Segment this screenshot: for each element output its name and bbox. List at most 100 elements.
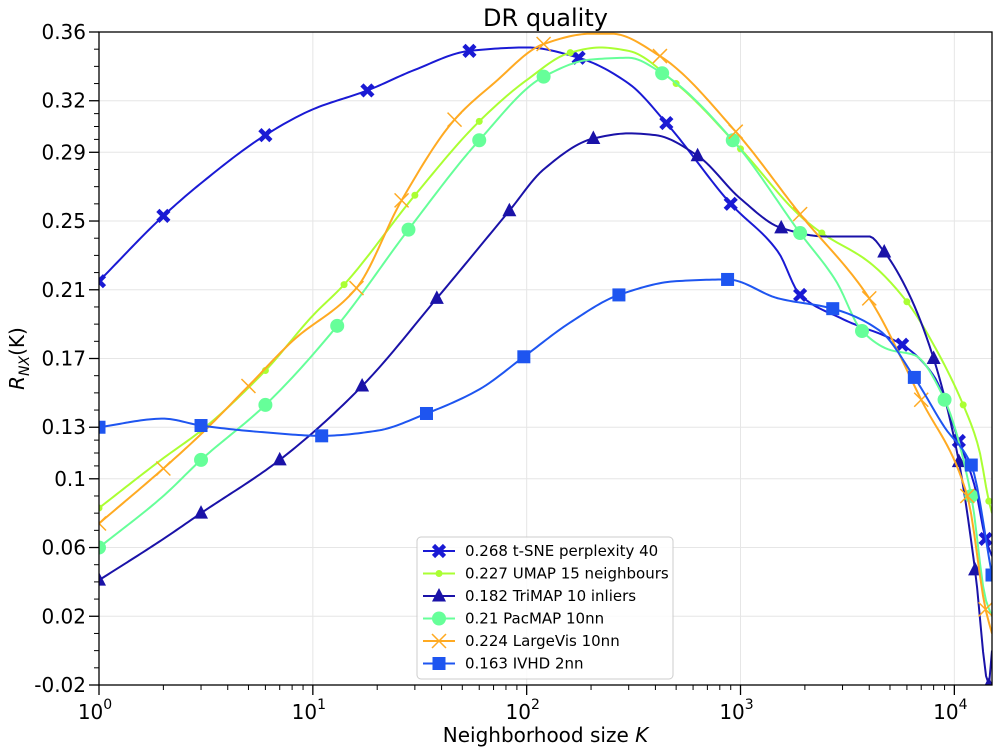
series-marker	[793, 287, 808, 303]
series-marker	[99, 420, 106, 434]
x-axis-label-text: Neighborhood size	[443, 723, 629, 747]
series-marker	[194, 452, 209, 467]
x-axis-label-var: K	[635, 723, 650, 747]
series-marker	[959, 488, 975, 504]
series-marker	[330, 318, 345, 333]
series-marker	[566, 49, 574, 57]
series-marker	[536, 36, 552, 52]
series-marker	[99, 540, 106, 555]
series-line	[99, 46, 992, 557]
y-tick-label: 0.02	[41, 604, 86, 628]
y-axis-label: RNX(K)	[5, 327, 33, 390]
series-marker	[462, 43, 477, 58]
series-marker	[419, 406, 433, 420]
series-marker	[964, 458, 978, 472]
series-marker	[793, 226, 808, 241]
series-marker	[985, 568, 992, 582]
legend-box	[416, 536, 674, 680]
series-marker	[723, 196, 738, 211]
series-marker	[655, 66, 670, 81]
series-marker	[895, 337, 910, 352]
series-marker	[612, 288, 626, 302]
series-marker	[99, 504, 103, 512]
series-marker	[258, 128, 273, 143]
series-5	[99, 272, 992, 582]
y-tick-label: 0.13	[41, 415, 86, 439]
series-marker	[272, 451, 287, 466]
legend-swatch-marker	[432, 657, 446, 670]
x-axis-label: Neighborhood size K	[443, 723, 650, 747]
series-marker	[517, 350, 531, 364]
series-marker	[652, 48, 668, 64]
series-marker	[355, 377, 370, 392]
series-marker	[984, 677, 992, 685]
series-marker	[792, 206, 808, 222]
x-tick-label-exponent: 1	[317, 697, 326, 713]
y-axis-label-main: R	[5, 376, 29, 390]
series-marker	[877, 243, 892, 258]
series-marker	[472, 133, 487, 148]
series-marker	[818, 229, 826, 237]
y-tick-label: 0.36	[41, 20, 86, 44]
series-marker	[194, 419, 208, 433]
series-group	[99, 32, 992, 685]
series-3	[99, 56, 992, 617]
series-line	[99, 278, 992, 576]
series-marker	[258, 397, 273, 412]
series-marker	[360, 83, 375, 98]
series-marker	[155, 460, 171, 477]
series-marker	[728, 124, 744, 140]
series-marker	[725, 133, 740, 148]
series-marker	[690, 147, 705, 162]
series-marker	[937, 392, 952, 407]
legend-swatch-marker	[431, 543, 447, 559]
series-marker	[959, 401, 967, 409]
y-tick-label: 0.25	[41, 209, 86, 233]
series-4	[99, 32, 992, 634]
series-0	[99, 43, 992, 557]
legend-entry-label: 0.224 LargeVis 10nn	[465, 632, 620, 650]
series-marker	[315, 429, 329, 443]
series-marker	[240, 378, 256, 394]
series-marker	[907, 370, 921, 384]
series-marker	[394, 192, 410, 208]
series-marker	[586, 130, 601, 145]
series-marker	[855, 324, 870, 339]
y-axis-label-sub: NX	[17, 355, 33, 375]
y-tick-label: 0.32	[41, 89, 86, 113]
y-tick-label: 0.21	[41, 278, 86, 302]
series-marker	[156, 208, 171, 223]
y-tick-label: 0.29	[41, 140, 86, 164]
series-marker	[926, 350, 941, 364]
x-tick-label: 103	[719, 697, 753, 724]
series-2	[99, 130, 992, 685]
y-tick-label: 0.06	[41, 536, 86, 560]
y-tick-label: 0.1	[54, 467, 86, 491]
series-marker	[502, 202, 517, 217]
legend-swatch-marker	[432, 588, 446, 602]
legend-swatch-marker	[435, 570, 443, 577]
series-line	[99, 46, 992, 514]
x-tick-label-exponent: 0	[103, 697, 112, 713]
legend-entry-label: 0.227 UMAP 15 neighbours	[465, 565, 669, 583]
series-marker	[985, 497, 992, 505]
series-marker	[861, 290, 877, 306]
x-tick-label-exponent: 4	[959, 697, 968, 713]
series-marker	[99, 572, 106, 586]
series-marker	[99, 515, 107, 531]
y-tick-label: 0.17	[41, 347, 86, 371]
legend-entry-label: 0.163 IVHD 2nn	[465, 655, 584, 673]
series-marker	[447, 112, 463, 128]
series-marker	[411, 191, 419, 199]
series-marker	[429, 290, 444, 304]
legend-swatch-marker	[432, 611, 446, 626]
series-line	[99, 132, 992, 685]
ticks: 0.36 0.32 0.29 0.25 0.21 0.17 0.13 0.1 0.06 0.02 -…	[34, 20, 967, 724]
series-marker	[475, 117, 483, 125]
series-marker	[659, 115, 674, 131]
series-marker	[903, 298, 911, 306]
series-marker	[348, 280, 365, 296]
chart-title: DR quality	[483, 4, 608, 32]
series-marker	[721, 272, 735, 286]
